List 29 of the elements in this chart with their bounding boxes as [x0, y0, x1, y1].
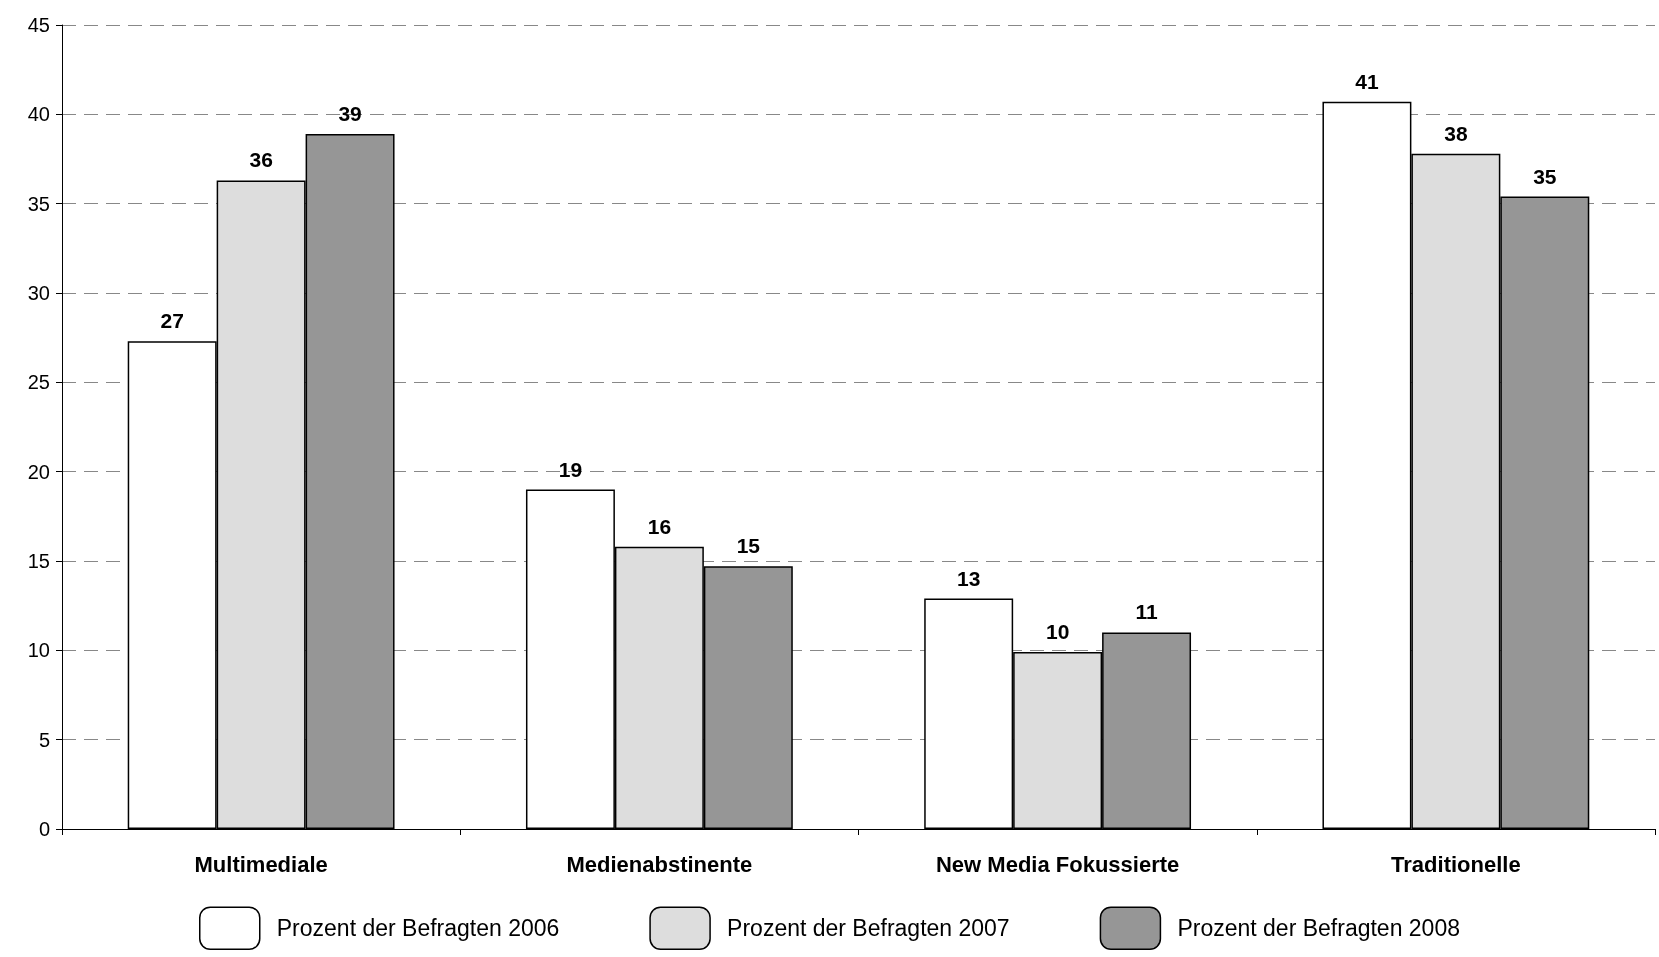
y-tick-label: 45 — [27, 14, 50, 36]
data-label: 16 — [647, 514, 672, 538]
x-tick-label: Multimediale — [194, 851, 328, 877]
data-label: 10 — [1045, 620, 1070, 644]
data-label: 39 — [338, 101, 362, 125]
y-tick-label: 15 — [27, 550, 50, 572]
x-tick-label: Medienabstinente — [566, 851, 753, 877]
data-label: 15 — [736, 534, 761, 558]
x-tick-label: New Media Fokussierte — [935, 851, 1180, 877]
data-label: 13 — [957, 566, 981, 590]
data-label: 36 — [249, 148, 273, 172]
legend-label: Prozent der Befragten 2007 — [727, 915, 1010, 942]
data-label: 38 — [1444, 121, 1468, 145]
data-label: 19 — [558, 457, 583, 481]
data-label: 27 — [160, 309, 184, 333]
y-tick-label: 0 — [38, 818, 50, 840]
data-label: 35 — [1533, 164, 1557, 188]
y-tick-label: 35 — [27, 192, 50, 215]
x-tick-label: Traditionelle — [1391, 851, 1521, 877]
legend-label: Prozent der Befragten 2008 — [1177, 915, 1461, 942]
y-tick-label: 20 — [27, 460, 50, 483]
legend-label: Prozent der Befragten 2006 — [276, 915, 560, 942]
y-tick-label: 40 — [27, 103, 50, 126]
y-tick-label: 5 — [38, 728, 50, 751]
data-label: 11 — [1135, 600, 1158, 624]
y-tick-label: 10 — [27, 639, 50, 662]
y-tick-label: 30 — [27, 282, 50, 304]
y-tick-label: 25 — [27, 371, 50, 394]
data-label: 41 — [1355, 69, 1379, 93]
